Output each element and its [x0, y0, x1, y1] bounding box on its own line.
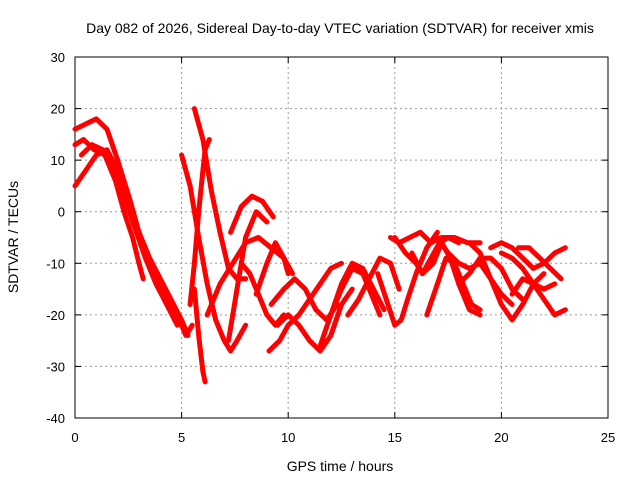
series-line-track-10: [228, 193, 276, 235]
y-tick-label: 30: [51, 50, 65, 65]
series-group: [72, 106, 568, 385]
series-line-track-16: [275, 286, 355, 354]
series-line-track-26: [456, 255, 526, 302]
series-line-track-30: [516, 245, 564, 282]
series-line-track-13: [253, 240, 295, 297]
series-line-track-19: [345, 255, 402, 318]
chart-title: Day 082 of 2026, Sidereal Day-to-day VTE…: [86, 20, 594, 36]
series-line-track-21: [388, 229, 483, 246]
axis-ticks: 0 5 10 15 20 25 30 20 10 0 -10 -20 -30 -40: [46, 50, 615, 445]
series-line-track-15: [268, 276, 340, 323]
series-line-track-9: [226, 209, 270, 344]
series-line-track-22: [392, 235, 462, 277]
y-tick-label: 10: [51, 153, 65, 168]
series-line-track-8: [187, 137, 212, 307]
y-tick-label: -40: [46, 411, 65, 426]
y-tick-label: -20: [46, 308, 65, 323]
plot-frame: [74, 56, 609, 419]
grid: [75, 57, 608, 418]
x-tick-label: 20: [494, 430, 508, 445]
x-tick-label: 25: [601, 430, 615, 445]
x-axis-label: GPS time / hours: [287, 458, 394, 474]
series-line-track-24: [424, 255, 483, 318]
y-tick-label: 0: [58, 205, 65, 220]
y-tick-label: 20: [51, 102, 65, 117]
x-tick-label: 5: [178, 430, 185, 445]
series-line-track-4: [78, 142, 180, 328]
x-tick-label: 15: [388, 430, 402, 445]
y-axis-label: SDTVAR / TECUs: [5, 181, 21, 293]
series-line-track-28: [488, 240, 568, 271]
y-tick-label: -10: [46, 256, 65, 271]
series-line-track-11: [204, 235, 291, 318]
series-line-track-7: [191, 286, 208, 385]
y-tick-label: -30: [46, 359, 65, 374]
series-line-track-5: [179, 152, 249, 354]
series-line-track-14: [266, 260, 344, 354]
series-line-track-20: [375, 229, 440, 328]
x-tick-label: 10: [281, 430, 295, 445]
series-line-track-27: [466, 240, 547, 323]
series-line-track-31: [509, 276, 558, 297]
series-line-track-18: [328, 265, 383, 318]
x-tick-label: 0: [71, 430, 78, 445]
